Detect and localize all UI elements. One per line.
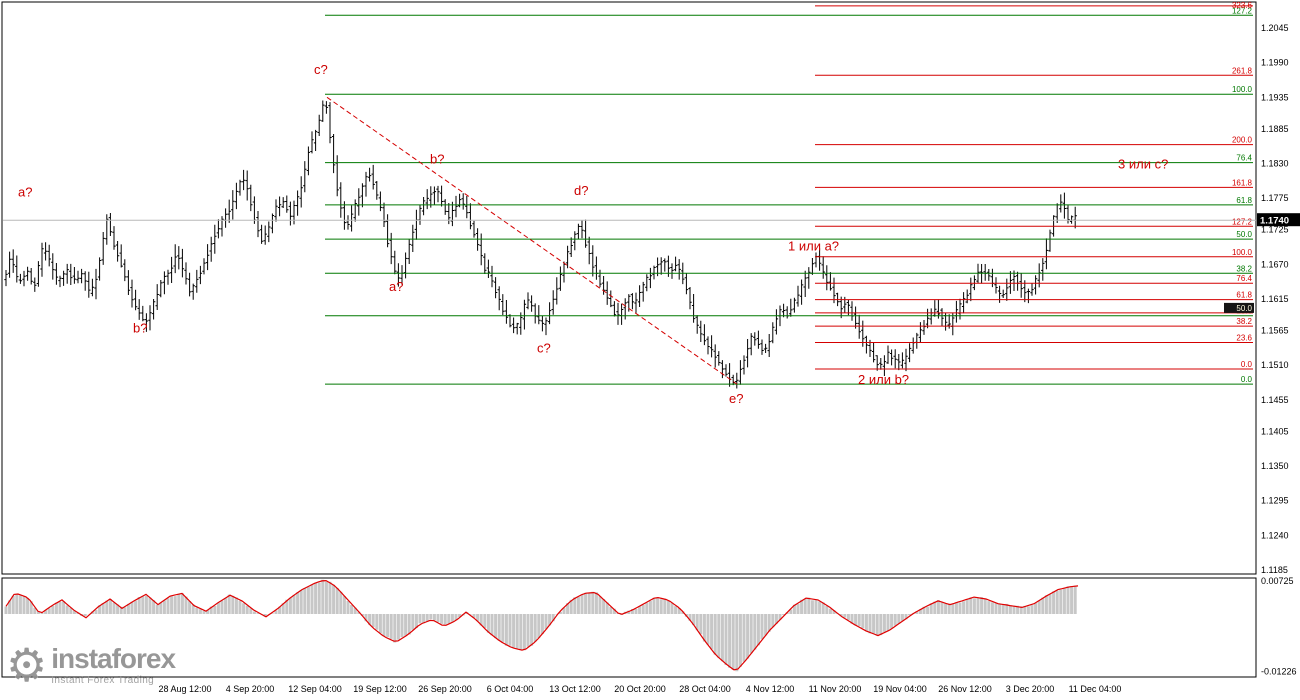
price-axis-label: 1.1670: [1261, 259, 1289, 269]
indicator-max-label: 0.00725: [1261, 576, 1294, 586]
fib-level-label: 23.6: [1236, 334, 1252, 343]
wave-labels: a? b? c? a? b? c? d? e? 1 или a? 2 или b? 3 или c?: [18, 62, 1168, 406]
wave-label[interactable]: a?: [18, 184, 32, 199]
current-price-value: 1.1740: [1260, 216, 1289, 227]
price-axis-label: 1.1725: [1261, 225, 1289, 235]
price-axis-label: 1.1565: [1261, 326, 1289, 336]
price-bars: [4, 100, 1077, 389]
price-axis-label: 1.1990: [1261, 58, 1289, 68]
time-axis-label: 6 Oct 04:00: [487, 684, 534, 694]
price-axis-label: 1.1455: [1261, 395, 1289, 405]
price-axis-label: 1.1510: [1261, 360, 1289, 370]
wave-label[interactable]: d?: [574, 183, 588, 198]
fib-level-label: 100.0: [1232, 248, 1253, 257]
time-axis-label: 28 Oct 04:00: [679, 684, 731, 694]
price-axis-label: 1.1885: [1261, 124, 1289, 134]
time-axis-label: 11 Nov 20:00: [809, 684, 862, 694]
current-price-badge: [1257, 213, 1300, 227]
fib-level-label: 61.8: [1236, 196, 1252, 205]
fib-level-label: 100.0: [1232, 85, 1253, 94]
price-axis-label: 1.1775: [1261, 193, 1289, 203]
indicator-min-label: -0.01226: [1261, 667, 1297, 677]
price-axis-label: 1.1615: [1261, 294, 1289, 304]
time-axis-label: 19 Sep 12:00: [353, 684, 407, 694]
fib-level-label: 323.6: [1232, 1, 1253, 10]
trendline[interactable]: [326, 96, 738, 385]
time-axis-label: 4 Nov 12:00: [746, 684, 795, 694]
instaforex-watermark: ⚙ instaforex Instant Forex Trading: [6, 639, 176, 691]
price-axis-label: 1.2045: [1261, 23, 1289, 33]
time-axis-label: 13 Oct 12:00: [549, 684, 601, 694]
fib-level-label: 161.8: [1232, 178, 1253, 187]
fib-level-label: 127.2: [1232, 217, 1253, 226]
time-axis-label: 26 Nov 12:00: [938, 684, 992, 694]
wave-label[interactable]: c?: [314, 62, 328, 77]
fib-level-label: 61.8: [1236, 291, 1252, 300]
price-axis-label: 1.1935: [1261, 92, 1289, 102]
wave-label[interactable]: 3 или c?: [1118, 157, 1168, 172]
wave-label[interactable]: c?: [537, 341, 551, 356]
price-axis-label: 1.1295: [1261, 496, 1289, 506]
watermark-brand: instaforex: [51, 643, 176, 674]
time-axis-label: 26 Sep 20:00: [418, 684, 472, 694]
time-axis-label: 20 Oct 20:00: [614, 684, 666, 694]
wave-label[interactable]: e?: [729, 391, 743, 406]
fibonacci-grid-green[interactable]: 0.0 23.6 38.2 50.0 61.8 76.4 100.0 127.2: [325, 6, 1253, 385]
time-axis-label: 3 Dec 20:00: [1006, 684, 1055, 694]
fibonacci-grid-red[interactable]: 0.0 23.6 38.2 50.0 61.8 76.4 100.0 127.2 161.8 20…: [815, 1, 1254, 370]
fib-level-label: 76.4: [1236, 274, 1252, 283]
oscillator-panel: [4, 579, 1079, 672]
wave-label[interactable]: 2 или b?: [858, 372, 909, 387]
main-panel-border: [1, 1, 1257, 575]
fib-level-label: 0.0: [1241, 360, 1253, 369]
fib-level-label: 38.2: [1236, 264, 1252, 273]
time-axis-label: 4 Sep 20:00: [226, 684, 275, 694]
wave-label[interactable]: b?: [133, 320, 147, 335]
price-axis-label: 1.1405: [1261, 426, 1289, 436]
instaforex-gear-icon: ⚙: [6, 639, 48, 691]
time-axis-label: 12 Sep 04:00: [288, 684, 342, 694]
fib-level-label: 38.2: [1236, 317, 1252, 326]
oscillator-signal-line: [5, 579, 1079, 671]
fib-level-label: 76.4: [1236, 154, 1252, 163]
indicator-panel-border: [1, 577, 1257, 678]
price-axis-label: 1.1240: [1261, 530, 1289, 540]
price-axis[interactable]: 1.2045 1.1990 1.1935 1.1885 1.1830 1.1775 1.17…: [1261, 23, 1289, 575]
price-axis-label: 1.1185: [1261, 565, 1288, 575]
price-axis-label: 1.1830: [1261, 159, 1289, 169]
fib-level-label: 261.8: [1232, 66, 1253, 75]
fib-level-label: 0.0: [1241, 375, 1253, 384]
fib-level-label: 200.0: [1232, 136, 1253, 145]
price-axis-label: 1.1350: [1261, 461, 1289, 471]
watermark-tagline: Instant Forex Trading: [51, 675, 155, 686]
wave-label[interactable]: a?: [389, 279, 403, 294]
time-axis[interactable]: 28 Aug 12:00 4 Sep 20:00 12 Sep 04:00 19 Se…: [158, 684, 1121, 694]
time-axis-label: 28 Aug 12:00: [158, 684, 211, 694]
fib-selected-label-box: [1224, 302, 1254, 313]
indicator-axis[interactable]: 0.00725 -0.01226: [1261, 576, 1297, 677]
time-axis-label: 11 Dec 04:00: [1069, 684, 1122, 694]
fib-level-label: 50.0: [1236, 230, 1252, 239]
wave-label[interactable]: b?: [430, 152, 444, 167]
fib-level-label: 127.2: [1232, 6, 1253, 15]
wave-label[interactable]: 1 или a?: [788, 239, 839, 254]
time-axis-label: 19 Nov 04:00: [873, 684, 927, 694]
fib-level-label: 50.0: [1236, 304, 1252, 313]
